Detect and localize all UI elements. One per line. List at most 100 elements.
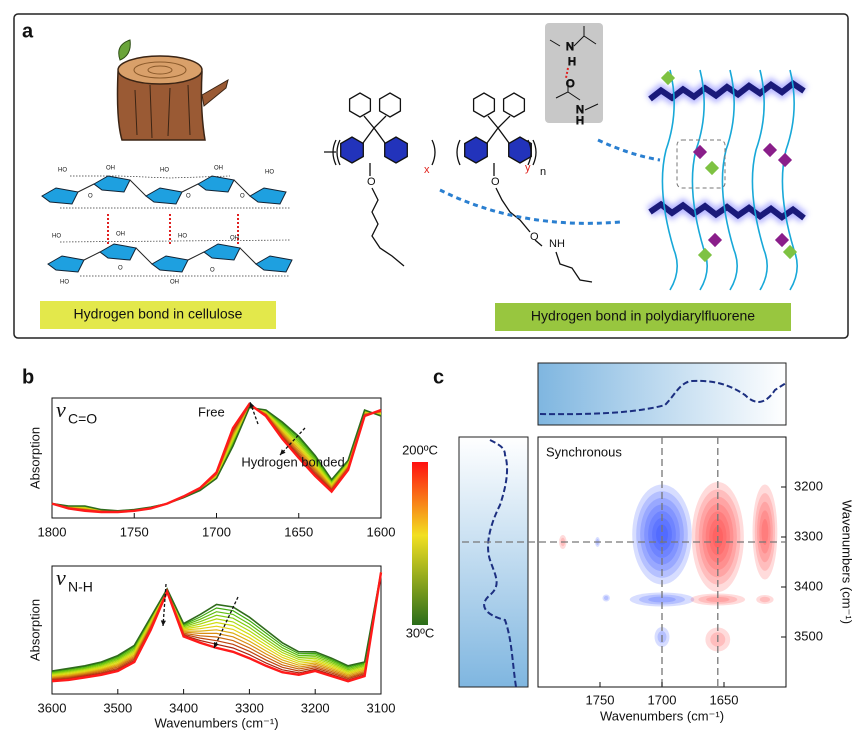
x-tick-label: 1750 [586,692,615,707]
band-symbol: v [56,397,66,422]
colorbar-label: 200ºC [402,442,438,457]
atom-label: OH [214,166,223,172]
repeat-index: y [525,162,531,174]
temperature-curve [51,572,382,677]
atom-label: O [240,194,245,200]
glycosidic-bond [187,251,205,261]
slice-curve [483,439,517,688]
temperature-curve [51,572,382,674]
glucose-ring [203,243,241,261]
atom-label: HO [160,168,169,174]
annotation: Free [198,404,225,419]
glycosidic-bond [77,183,95,193]
annotation: Hydrogen bonded [241,454,344,469]
plot-title: Synchronous [546,444,622,459]
functional-group [782,244,798,260]
glycosidic-bond [83,251,101,261]
side-chain [751,69,768,291]
ring [348,92,372,118]
atom: NH [549,238,565,250]
atom-label: O [118,266,123,272]
atom-label: H [576,115,584,127]
glucose-ring [197,175,235,193]
contour-level [648,596,676,603]
repeat-index: n [540,166,546,178]
glycosidic-bond [233,179,251,197]
functional-group [704,160,720,176]
contour-level [629,592,695,607]
atom-label: HO [60,280,69,286]
contour-level [632,484,692,585]
y-tick-label: 3500 [794,628,823,643]
panel-label: b [22,366,34,388]
atom-label: O [210,268,215,274]
caption-box [40,301,276,329]
slice-panel [458,436,529,688]
contour-level [759,596,771,603]
contour-level [706,596,730,603]
side-chain [781,69,798,291]
amide-chain [495,187,593,283]
atom-label: OH [170,280,179,286]
atom-label: OH [106,166,115,172]
ring [384,136,408,164]
slice-curve [539,379,787,416]
glycosidic-bond [129,179,147,197]
alkyl-chain [371,187,405,267]
contour-level [602,594,610,602]
bracket [324,139,537,166]
contour-level [603,595,609,601]
contour-level [652,517,672,552]
contour-level [636,491,688,578]
temperature-curve [51,572,382,676]
y-tick-label: 3400 [794,578,823,593]
glycosidic-bond [135,247,153,265]
atom-label: H [568,56,576,68]
atom-label: HO [58,168,67,174]
arrow-head [280,449,286,455]
atom: O [491,176,500,188]
dash-box [676,139,726,189]
atom-label: O [88,194,93,200]
functional-group [774,232,790,248]
polymer-chains [646,69,808,291]
x-tick-label: 1700 [648,692,677,707]
trend-arrow [213,596,239,649]
hydrogen-bond [565,67,569,79]
x-tick-label: 3100 [367,700,396,715]
ring [508,136,532,164]
colorbar-label: 30ºC [406,625,435,640]
contour-level [759,510,771,554]
polymer-structure [324,92,661,283]
ring [464,136,488,164]
plot-frame [51,565,382,695]
contour-level [644,504,680,565]
trend-arrow [162,583,167,627]
atom: O [530,231,539,243]
x-tick-label: 3400 [169,700,198,715]
x-axis-label: Wavenumbers (cm⁻¹) [600,708,724,723]
arrow-head [213,642,219,648]
glucose-ring [249,187,287,205]
y-tick-label: 3200 [794,478,823,493]
contour-level [754,493,776,571]
contour-level [756,595,774,604]
series-line [51,572,383,683]
ring [472,92,496,118]
x-tick-label: 1800 [38,524,67,539]
band-subscript: N-H [68,579,93,595]
temperature-curve [51,572,382,679]
series-line [51,572,382,672]
x-tick-label: 1600 [367,524,396,539]
bond [549,26,599,111]
functional-group [777,152,793,168]
temperature-curve [51,572,382,681]
tree-stump [116,39,229,141]
atom-label: O [186,194,191,200]
glycosidic-bond [239,247,257,265]
caption: Hydrogen bond in cellulose [74,306,243,322]
temperature-curve [51,572,382,675]
contour-level [640,497,684,572]
